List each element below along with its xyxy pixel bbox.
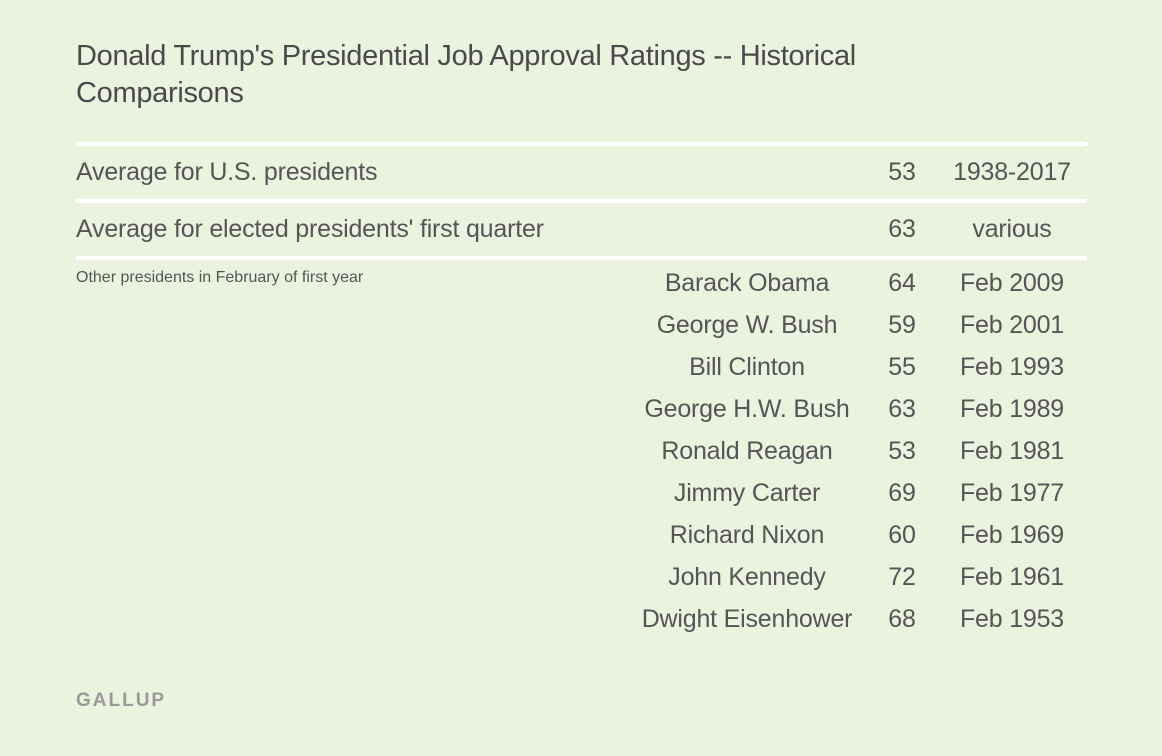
approval-value: 68 (888, 605, 916, 633)
date: Feb 1989 (959, 395, 1065, 423)
table-row: John Kennedy 72 Feb 1961 (76, 563, 1087, 605)
row-label: Average for elected presidents' first qu… (76, 215, 544, 243)
approval-value: 64 (888, 269, 916, 297)
approval-value: 63 (888, 395, 916, 423)
president-name: John Kennedy (668, 563, 826, 591)
date: Feb 2009 (959, 269, 1065, 297)
date-range: various (972, 215, 1052, 243)
president-name: Richard Nixon (669, 521, 825, 549)
date: Feb 1961 (959, 563, 1065, 591)
date: Feb 1969 (959, 521, 1065, 549)
president-group: Other presidents in February of first ye… (76, 260, 1087, 647)
table-row: George H.W. Bush 63 Feb 1989 (76, 395, 1087, 437)
president-name: Ronald Reagan (661, 437, 833, 465)
table-row: Barack Obama 64 Feb 2009 (76, 269, 1087, 311)
row-label: Average for U.S. presidents (76, 158, 378, 186)
table-row: George W. Bush 59 Feb 2001 (76, 311, 1087, 353)
gallup-logo: GALLUP (76, 690, 167, 711)
comparison-table: Average for U.S. presidents 53 1938-2017… (76, 142, 1087, 647)
table-row: Richard Nixon 60 Feb 1969 (76, 521, 1087, 563)
divider (76, 199, 1087, 203)
table-row: Bill Clinton 55 Feb 1993 (76, 353, 1087, 395)
president-name: Jimmy Carter (673, 479, 821, 507)
table-row: Dwight Eisenhower 68 Feb 1953 (76, 605, 1087, 647)
president-name: George W. Bush (656, 311, 838, 339)
approval-value: 55 (888, 353, 916, 381)
approval-value: 72 (888, 563, 916, 591)
date: Feb 2001 (959, 311, 1065, 339)
table-row: Average for elected presidents' first qu… (76, 203, 1087, 256)
approval-value: 63 (888, 215, 916, 243)
date: Feb 1953 (959, 605, 1065, 633)
approval-value: 59 (888, 311, 916, 339)
president-name: Barack Obama (664, 269, 830, 297)
approval-value: 53 (888, 437, 916, 465)
page-title: Donald Trump's Presidential Job Approval… (76, 40, 856, 109)
table-row: Ronald Reagan 53 Feb 1981 (76, 437, 1087, 479)
table-row: Jimmy Carter 69 Feb 1977 (76, 479, 1087, 521)
divider (76, 142, 1087, 146)
date: Feb 1981 (959, 437, 1065, 465)
divider (76, 256, 1087, 260)
date: Feb 1993 (959, 353, 1065, 381)
president-name: George H.W. Bush (644, 395, 850, 423)
date: Feb 1977 (959, 479, 1065, 507)
table-row: Average for U.S. presidents 53 1938-2017 (76, 146, 1087, 199)
group-label: Other presidents in February of first ye… (76, 269, 364, 286)
president-name: Bill Clinton (689, 353, 805, 381)
date-range: 1938-2017 (953, 158, 1071, 186)
approval-value: 60 (888, 521, 916, 549)
approval-value: 69 (888, 479, 916, 507)
approval-value: 53 (888, 158, 916, 186)
president-name: Dwight Eisenhower (641, 605, 853, 633)
